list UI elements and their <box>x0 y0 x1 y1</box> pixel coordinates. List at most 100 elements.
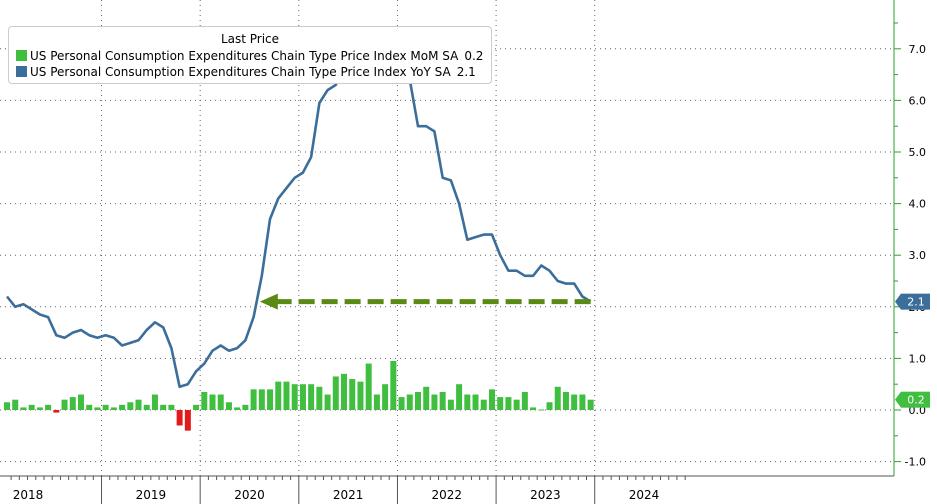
mom-bar <box>69 397 76 410</box>
mom-bar <box>242 404 249 410</box>
y-tick-label: 3.0 <box>909 249 927 262</box>
legend-swatch-yoy <box>16 66 27 77</box>
x-year-label: 2020 <box>234 488 265 502</box>
x-axis: 2018 2019 2020 2021 2022 2023 2024 <box>0 475 894 504</box>
mom-bar <box>258 389 265 410</box>
mom-bar <box>12 399 19 410</box>
mom-bar <box>217 394 224 410</box>
mom-bar <box>143 404 150 410</box>
badge-label: 2.1 <box>907 296 925 309</box>
mom-bar <box>110 407 117 410</box>
mom-bar <box>275 381 282 410</box>
mom-bar <box>86 404 93 410</box>
mom-bar <box>160 404 167 410</box>
mom-bar <box>447 399 454 410</box>
mom-bar <box>521 391 528 410</box>
mom-bar <box>201 391 208 410</box>
y-tick-label: -1.0 <box>905 456 926 469</box>
badge-label: 0.2 <box>907 394 925 407</box>
mom-bar <box>439 391 446 410</box>
mom-bar <box>464 394 471 410</box>
mom-bar <box>505 397 512 410</box>
mom-bar <box>349 379 356 410</box>
mom-bar <box>480 399 487 410</box>
mom-bar <box>28 404 35 410</box>
mom-bar <box>77 394 84 410</box>
mom-bar <box>225 402 232 410</box>
mom-bar <box>488 389 495 410</box>
target-arrow <box>259 293 591 310</box>
legend-item-mom: US Personal Consumption Expenditures Cha… <box>16 48 483 64</box>
mom-bar <box>472 394 479 410</box>
mom-bar <box>365 363 372 410</box>
y-axis: -1.00.01.02.03.04.05.06.07.0 <box>893 0 927 476</box>
mom-bar <box>168 404 175 410</box>
legend-title: Last Price <box>220 32 280 46</box>
y-tick-label: 5.0 <box>909 146 927 159</box>
mom-bar <box>299 384 306 410</box>
yoy-line-group <box>5 34 592 389</box>
mom-bar <box>53 410 60 413</box>
yoy-line <box>5 34 592 389</box>
mom-bar <box>341 373 348 410</box>
mom-bar <box>332 376 339 410</box>
legend-value-yoy: 2.1 <box>456 65 476 79</box>
x-year-label: 2021 <box>333 488 364 502</box>
mom-bar <box>373 394 380 410</box>
mom-bar <box>357 381 364 410</box>
mom-bar <box>193 404 200 410</box>
y-tick-label: 7.0 <box>909 43 927 56</box>
mom-bar <box>119 404 126 410</box>
mom-bar <box>382 384 389 410</box>
mom-bar <box>513 399 520 410</box>
mom-bar <box>250 389 257 410</box>
mom-bar <box>456 384 463 410</box>
grid <box>0 0 894 476</box>
mom-bar <box>316 386 323 410</box>
mom-bar <box>184 410 191 431</box>
mom-bar <box>4 402 10 410</box>
mom-bar <box>45 404 52 410</box>
mom-bar <box>36 407 43 410</box>
badge-pointer <box>895 391 901 408</box>
mom-bar <box>530 407 537 410</box>
x-year-label: 2023 <box>530 488 561 502</box>
mom-bar <box>571 394 578 410</box>
y-tick-label: 1.0 <box>909 352 927 365</box>
mom-bar <box>406 394 413 410</box>
x-year-label: 2024 <box>629 488 660 502</box>
mom-bar <box>20 407 27 410</box>
mom-bar <box>127 402 134 410</box>
legend: Last Price US Personal Consumption Expen… <box>8 26 492 84</box>
legend-value-mom: 0.2 <box>464 49 484 63</box>
mom-bar <box>283 381 290 410</box>
badge-pointer <box>895 293 901 310</box>
x-year-label: 2022 <box>431 488 462 502</box>
mom-bar <box>61 399 68 410</box>
mom-bar <box>431 394 438 410</box>
mom-bar <box>587 399 594 410</box>
mom-bar <box>135 399 142 410</box>
mom-bar <box>579 394 586 410</box>
mom-bar <box>151 394 158 410</box>
mom-bar <box>554 386 561 410</box>
x-year-label: 2018 <box>13 488 44 502</box>
badge-box <box>901 391 930 408</box>
x-year-label: 2019 <box>136 488 167 502</box>
mom-bar <box>176 410 183 426</box>
mom-bar <box>497 397 504 410</box>
mom-bar <box>267 389 274 410</box>
mom-bar <box>423 386 430 410</box>
mom-bar <box>562 391 569 410</box>
mom-bar <box>308 384 315 410</box>
legend-item-yoy: US Personal Consumption Expenditures Cha… <box>16 64 476 80</box>
mom-bar <box>234 407 241 410</box>
mom-bar <box>415 391 421 410</box>
mom-bar <box>538 409 545 411</box>
badge-box <box>901 293 930 310</box>
mom-bar <box>291 384 298 410</box>
mom-bar <box>390 360 397 410</box>
legend-swatch-mom <box>16 50 27 61</box>
y-tick-label: 4.0 <box>909 198 927 211</box>
